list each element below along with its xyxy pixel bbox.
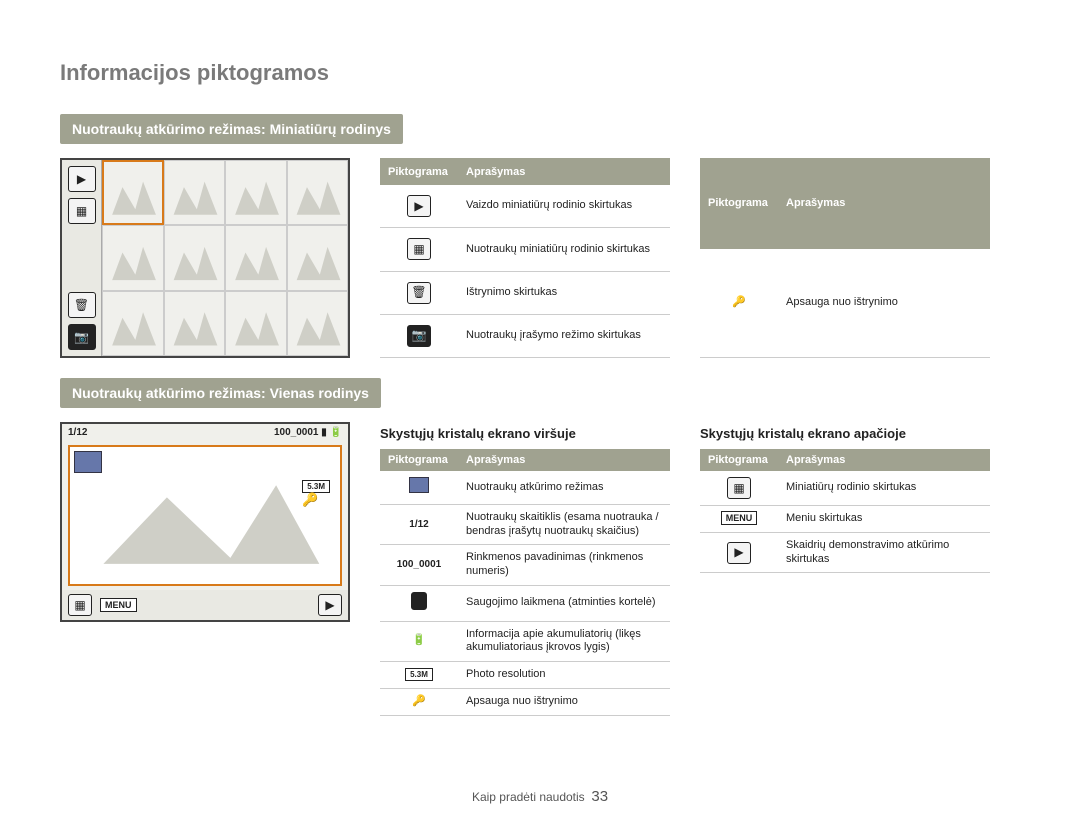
thumbnail-grid (102, 160, 348, 356)
table-row: ▦Nuotraukų miniatiūrų rodinio skirtukas (380, 228, 670, 271)
menu-icon: MENU (100, 598, 137, 612)
thumbnail-icon: ▦ (727, 477, 751, 499)
table-row: 🔑Apsauga nuo ištrynimo (380, 688, 670, 715)
th-desc: Aprašymas (778, 449, 990, 471)
section1-table-b: Piktograma Aprašymas 🔑Apsauga nuo ištryn… (700, 158, 990, 358)
trash-icon: 🗑 (68, 292, 96, 318)
section2-heading: Nuotraukų atkūrimo režimas: Vienas rodin… (60, 378, 381, 408)
video-tab-icon: ▶ (68, 166, 96, 192)
table-row: Saugojimo laikmena (atminties kortelė) (380, 585, 670, 621)
slideshow-icon: ▶ (318, 594, 342, 616)
table-row: 5.3MPhoto resolution (380, 662, 670, 689)
photo-icon (409, 477, 429, 493)
page-number: 33 (591, 788, 608, 805)
resolution-icon: 5.3M (405, 668, 433, 681)
menu-icon: MENU (721, 511, 758, 525)
preview-main: 5.3M 🔑 (68, 445, 342, 586)
table-row: ▶Skaidrių demonstravimo atkūrimo skirtuk… (700, 532, 990, 573)
table-row: MENUMeniu skirtukas (700, 506, 990, 533)
section2-left-heading: Skystųjų kristalų ekrano viršuje (380, 426, 670, 441)
thumbnail-icon: ▦ (68, 594, 92, 616)
table-row: 🔑Apsauga nuo ištrynimo (700, 249, 990, 358)
section1-table-a: Piktograma Aprašymas ▶Vaizdo miniatiūrų … (380, 158, 670, 358)
footer-label: Kaip pradėti naudotis (472, 790, 585, 804)
battery-icon: 🔋 (412, 634, 426, 646)
table-row: 🗑Ištrynimo skirtukas (380, 271, 670, 314)
preview-bottom-bar: ▦ MENU ▶ (62, 590, 348, 620)
section1-row: ▶ ▦ 🗑 📷 Piktograma Aprašymas ▶Vaizdo min… (60, 158, 1020, 358)
th-icon: Piktograma (380, 449, 458, 471)
th-desc: Aprašymas (778, 158, 990, 249)
th-desc: Aprašymas (458, 449, 670, 471)
table-row: 100_0001Rinkmenos pavadinimas (rinkmenos… (380, 545, 670, 586)
table-row: 1/12Nuotraukų skaitiklis (esama nuotrauk… (380, 504, 670, 545)
page-title: Informacijos piktogramos (60, 60, 1020, 86)
th-icon: Piktograma (380, 158, 458, 185)
table-row: ▦Miniatiūrų rodinio skirtukas (700, 471, 990, 506)
th-icon: Piktograma (700, 158, 778, 249)
trash-icon: 🗑 (407, 282, 431, 304)
side-tabs: ▶ ▦ 🗑 📷 (62, 160, 102, 356)
th-desc: Aprašymas (458, 158, 670, 185)
section2-table-right: Piktograma Aprašymas ▦Miniatiūrų rodinio… (700, 449, 990, 573)
photo-tab-icon: ▦ (407, 238, 431, 260)
table-row: 📷Nuotraukų įrašymo režimo skirtukas (380, 314, 670, 357)
table-row: 🔋Informacija apie akumuliatorių (likęs a… (380, 621, 670, 662)
slideshow-icon: ▶ (727, 542, 751, 564)
section2-table-left: Piktograma Aprašymas Nuotraukų atkūrimo … (380, 449, 670, 716)
key-icon: 🔑 (302, 492, 318, 507)
counter-label: 1/12 (68, 427, 87, 438)
table-row: Nuotraukų atkūrimo režimas (380, 471, 670, 504)
section1-heading: Nuotraukų atkūrimo režimas: Miniatiūrų r… (60, 114, 403, 144)
filename-text: 100_0001 (397, 559, 442, 570)
preview-top-bar: 1/12 100_0001 ▮ 🔋 (62, 424, 348, 441)
photo-tab-icon: ▦ (68, 198, 96, 224)
section2-row: 1/12 100_0001 ▮ 🔋 5.3M 🔑 ▦ MENU ▶ Skystų… (60, 422, 1020, 716)
camera-icon: 📷 (68, 324, 96, 350)
page-footer: Kaip pradėti naudotis 33 (0, 788, 1080, 805)
single-preview: 1/12 100_0001 ▮ 🔋 5.3M 🔑 ▦ MENU ▶ (60, 422, 350, 622)
filename-label: 100_0001 (274, 427, 319, 438)
th-icon: Piktograma (700, 449, 778, 471)
table-row: ▶Vaizdo miniatiūrų rodinio skirtukas (380, 185, 670, 228)
camera-icon: 📷 (407, 325, 431, 347)
key-icon: 🔑 (412, 695, 426, 707)
section2-right-heading: Skystųjų kristalų ekrano apačioje (700, 426, 990, 441)
photo-icon (74, 451, 102, 473)
preview-right-icons: 5.3M 🔑 (302, 477, 330, 508)
counter-text: 1/12 (409, 519, 428, 530)
key-icon: 🔑 (732, 296, 746, 308)
sdcard-icon (411, 592, 427, 610)
video-tab-icon: ▶ (407, 195, 431, 217)
thumbnail-preview: ▶ ▦ 🗑 📷 (60, 158, 350, 358)
